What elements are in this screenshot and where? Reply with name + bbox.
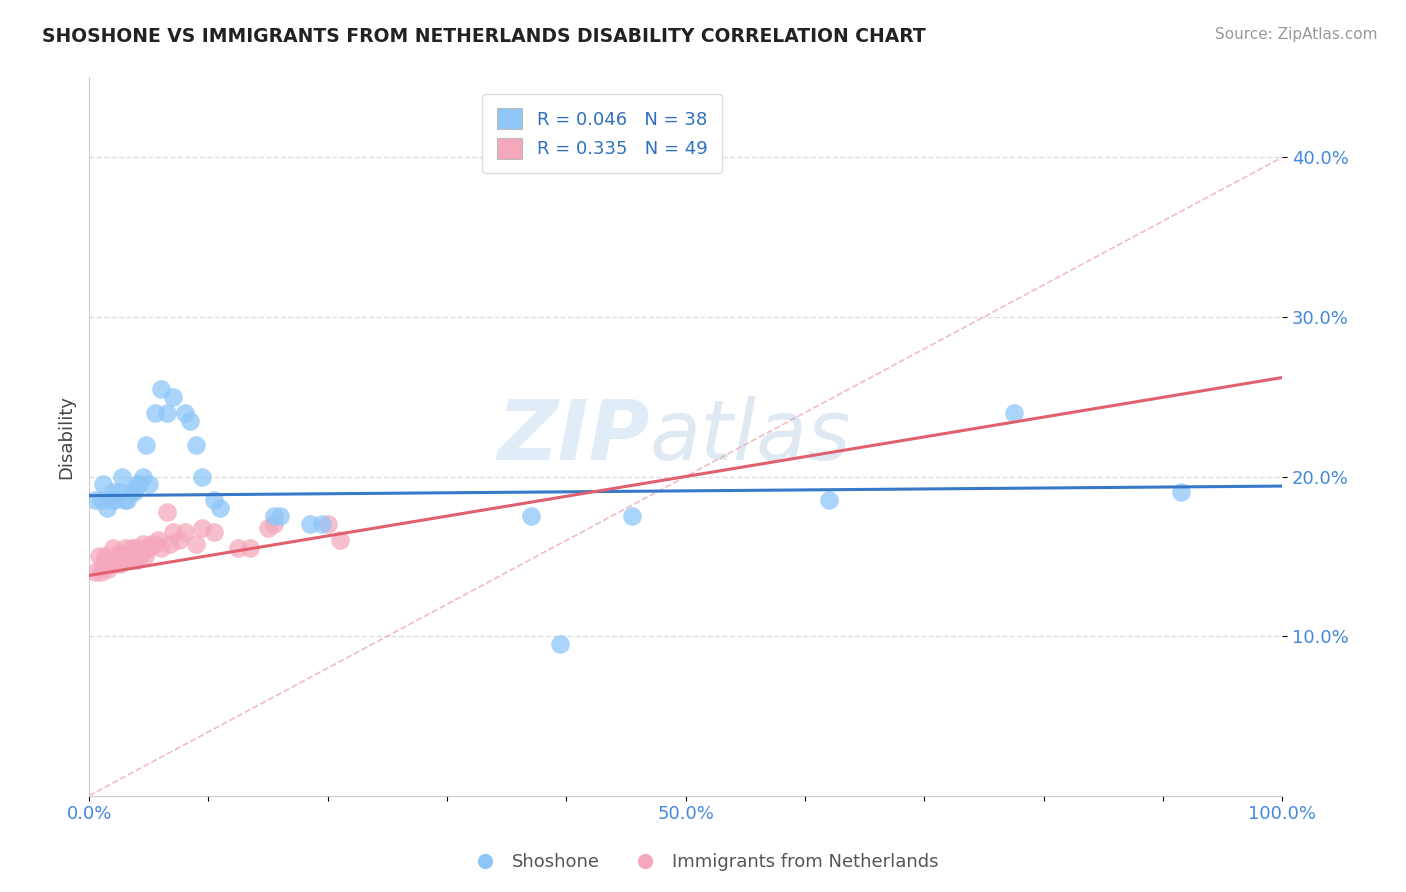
Point xyxy=(104,552,127,566)
Point xyxy=(202,525,225,540)
Point xyxy=(173,406,195,420)
Point xyxy=(186,437,208,451)
Point xyxy=(101,485,124,500)
Point xyxy=(209,501,232,516)
Point xyxy=(156,505,179,519)
Point xyxy=(93,477,115,491)
Point xyxy=(124,485,146,500)
Point xyxy=(97,562,120,576)
Point xyxy=(108,546,131,560)
Point xyxy=(179,414,201,428)
Point xyxy=(148,533,170,548)
Point xyxy=(87,549,110,564)
Point xyxy=(1002,406,1025,420)
Point xyxy=(120,549,142,564)
Text: ZIP: ZIP xyxy=(498,396,650,477)
Point xyxy=(263,509,285,524)
Point xyxy=(105,549,128,564)
Point xyxy=(90,566,112,580)
Point xyxy=(143,536,166,550)
Point xyxy=(186,536,208,550)
Point xyxy=(162,525,184,540)
Point xyxy=(257,520,280,534)
Point xyxy=(125,477,148,491)
Point xyxy=(143,406,166,420)
Point xyxy=(269,509,291,524)
Point xyxy=(138,541,160,556)
Point xyxy=(316,517,339,532)
Point xyxy=(124,541,146,556)
Point xyxy=(132,469,155,483)
Point xyxy=(117,493,139,508)
Point xyxy=(125,552,148,566)
Point xyxy=(114,541,136,556)
Point xyxy=(110,549,132,564)
Point xyxy=(191,520,214,534)
Point xyxy=(134,549,156,564)
Point xyxy=(162,390,184,404)
Point xyxy=(108,485,131,500)
Legend: R = 0.046   N = 38, R = 0.335   N = 49: R = 0.046 N = 38, R = 0.335 N = 49 xyxy=(482,94,721,173)
Point xyxy=(117,549,139,564)
Point xyxy=(226,541,249,556)
Point xyxy=(84,566,107,580)
Point xyxy=(329,533,352,548)
Point xyxy=(519,509,541,524)
Point xyxy=(311,517,333,532)
Point xyxy=(111,469,134,483)
Text: atlas: atlas xyxy=(650,396,852,477)
Point xyxy=(138,477,160,491)
Point xyxy=(93,549,115,564)
Point xyxy=(121,541,143,556)
Point xyxy=(117,552,139,566)
Point xyxy=(135,437,157,451)
Point xyxy=(108,558,131,572)
Point xyxy=(84,493,107,508)
Point xyxy=(202,493,225,508)
Point xyxy=(96,552,118,566)
Point xyxy=(104,493,127,508)
Point xyxy=(122,552,145,566)
Point xyxy=(98,552,121,566)
Point xyxy=(263,517,285,532)
Point xyxy=(1170,485,1192,500)
Point xyxy=(139,536,162,550)
Point xyxy=(135,541,157,556)
Point xyxy=(149,382,172,396)
Point xyxy=(191,469,214,483)
Point xyxy=(101,541,124,556)
Point xyxy=(620,509,643,524)
Point xyxy=(90,493,112,508)
Point xyxy=(239,541,262,556)
Point xyxy=(550,637,572,651)
Text: Source: ZipAtlas.com: Source: ZipAtlas.com xyxy=(1215,27,1378,42)
Point xyxy=(167,533,190,548)
Point xyxy=(149,541,172,556)
Y-axis label: Disability: Disability xyxy=(58,394,75,479)
Point xyxy=(132,536,155,550)
Point xyxy=(817,493,839,508)
Point xyxy=(114,493,136,508)
Point xyxy=(298,517,321,532)
Point xyxy=(96,501,118,516)
Point xyxy=(100,493,122,508)
Text: SHOSHONE VS IMMIGRANTS FROM NETHERLANDS DISABILITY CORRELATION CHART: SHOSHONE VS IMMIGRANTS FROM NETHERLANDS … xyxy=(42,27,927,45)
Point xyxy=(159,536,181,550)
Point xyxy=(103,558,125,572)
Point xyxy=(128,477,150,491)
Point xyxy=(129,549,152,564)
Legend: Shoshone, Immigrants from Netherlands: Shoshone, Immigrants from Netherlands xyxy=(460,847,946,879)
Point xyxy=(128,541,150,556)
Point xyxy=(120,485,142,500)
Point xyxy=(111,552,134,566)
Point xyxy=(156,406,179,420)
Point xyxy=(173,525,195,540)
Point xyxy=(100,558,122,572)
Point xyxy=(93,558,115,572)
